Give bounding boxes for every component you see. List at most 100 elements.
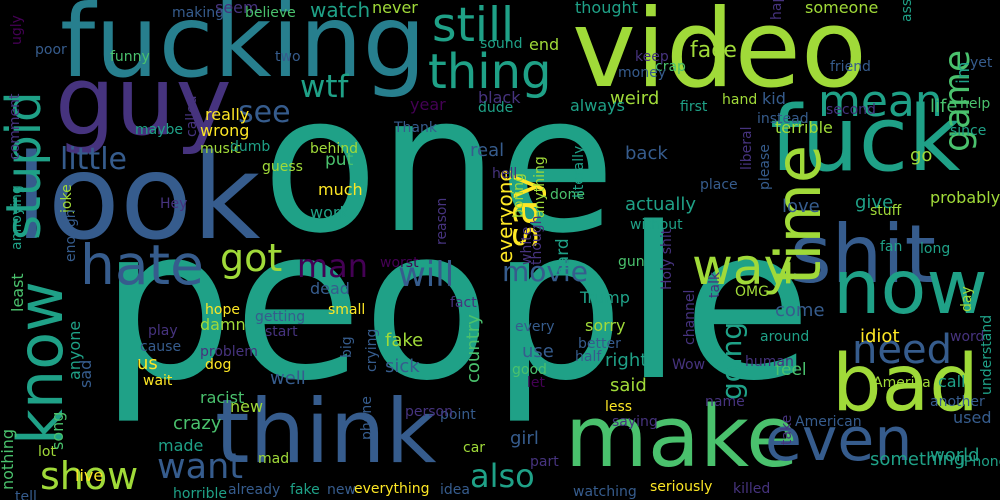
word-74: made <box>158 436 204 455</box>
word-161: getting <box>255 309 306 325</box>
word-53: seem <box>215 0 259 17</box>
word-121: around <box>760 329 810 345</box>
word-139: poor <box>35 42 67 58</box>
word-185: talk <box>707 271 723 298</box>
word-28: got <box>220 236 283 280</box>
word-72: feel <box>775 360 807 380</box>
word-133: since <box>950 123 987 139</box>
word-135: sound <box>480 36 523 52</box>
word-95: wait <box>143 373 173 389</box>
word-158: reason <box>434 197 450 245</box>
word-85: use <box>522 341 554 362</box>
word-155: hell <box>492 166 518 182</box>
word-150: without <box>630 217 683 233</box>
word-183: ass <box>899 0 915 22</box>
word-4: look <box>15 128 261 266</box>
word-15: even <box>765 405 913 475</box>
word-35: life <box>930 96 958 117</box>
word-160: hope <box>205 302 240 318</box>
word-39: year <box>410 95 446 114</box>
word-99: lot <box>38 444 56 460</box>
word-195: day <box>959 286 975 312</box>
word-190: big <box>339 336 355 358</box>
word-86: hard <box>553 238 573 277</box>
word-100: tell <box>15 489 37 500</box>
word-111: another <box>930 394 985 410</box>
word-105: new <box>327 482 356 498</box>
word-93: nothing <box>0 428 17 490</box>
word-170: good <box>512 362 547 378</box>
word-16: still <box>432 0 515 53</box>
word-177: OMG <box>735 284 769 300</box>
word-6: shit <box>790 208 936 301</box>
word-173: saying <box>612 414 658 430</box>
word-143: dumb <box>230 139 271 155</box>
word-184: Holy shit <box>659 228 675 290</box>
word-58: give <box>855 192 894 213</box>
word-11: now <box>833 243 988 331</box>
word-91: sad <box>76 359 95 388</box>
word-81: come <box>775 300 825 321</box>
word-55: kid <box>762 89 786 108</box>
word-47: work <box>310 203 349 222</box>
word-19: mean <box>818 76 943 127</box>
word-21: way <box>692 238 794 296</box>
word-128: friend <box>830 59 871 75</box>
word-163: start <box>265 324 298 340</box>
word-94: us <box>137 353 158 374</box>
word-108: car <box>463 440 486 456</box>
word-172: less <box>605 399 633 415</box>
word-33: going <box>715 321 748 400</box>
word-88: everything <box>354 481 430 497</box>
word-78: world <box>930 445 980 466</box>
word-57: love <box>782 196 820 217</box>
word-46: put <box>325 150 354 170</box>
word-142: called <box>184 95 200 137</box>
word-48: someone <box>805 0 879 17</box>
word-141: music <box>200 141 242 157</box>
word-30: show <box>40 454 139 498</box>
word-157: literally <box>571 145 587 198</box>
word-162: small <box>328 302 366 318</box>
word-79: used <box>953 408 992 427</box>
word-175: person <box>405 404 453 420</box>
word-51: never <box>372 0 418 17</box>
word-186: channel <box>682 289 698 345</box>
word-114: call <box>938 372 966 391</box>
word-82: least <box>8 273 27 312</box>
word-103: already <box>228 482 281 498</box>
word-127: keep <box>635 49 669 65</box>
word-32: also <box>470 457 535 495</box>
word-61: go <box>910 145 933 166</box>
word-90: killed <box>733 481 771 497</box>
word-38: really <box>205 105 250 124</box>
word-152: gun <box>618 254 645 270</box>
word-66: sorry <box>585 316 626 335</box>
word-134: help <box>960 96 991 112</box>
word-24: will <box>398 255 455 295</box>
word-102: horrible <box>173 486 227 500</box>
word-75: new <box>230 397 264 416</box>
word-76: girl <box>510 428 539 449</box>
word-181: ugly <box>9 15 25 45</box>
word-98: live <box>75 466 104 485</box>
word-13: hate <box>80 233 204 297</box>
word-43: back <box>625 143 668 164</box>
word-68: sick <box>385 356 420 377</box>
word-122: funny <box>110 49 150 65</box>
word-26: see <box>238 95 291 130</box>
word-29: man <box>297 247 369 285</box>
word-34: little <box>60 142 127 177</box>
word-27: wtf <box>300 69 349 105</box>
word-116: fan <box>880 239 903 255</box>
word-182: liberal <box>739 126 755 170</box>
word-52: watch <box>310 0 371 22</box>
word-64: wrong <box>200 121 250 140</box>
word-65: Trump <box>580 288 630 307</box>
word-138: two <box>275 49 301 65</box>
word-106: idea <box>440 482 470 498</box>
word-132: hand <box>722 92 758 108</box>
word-180: fact <box>450 295 477 311</box>
word-45: much <box>318 180 363 199</box>
word-112: American <box>795 414 862 430</box>
